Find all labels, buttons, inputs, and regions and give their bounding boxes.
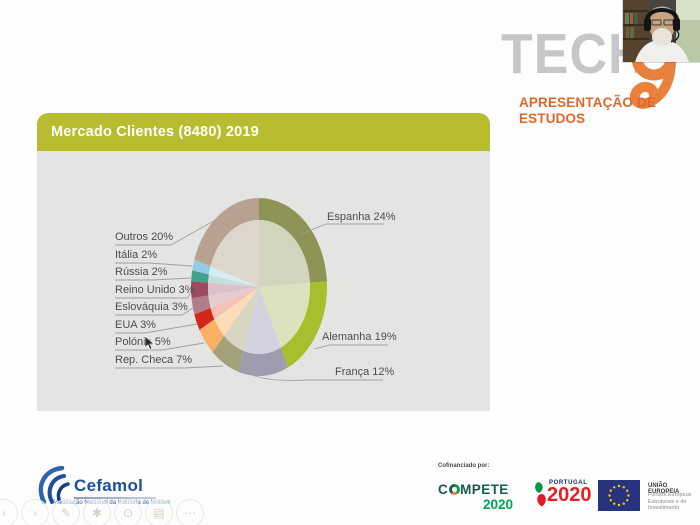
pie-label-russia: Rússia 2% [115,266,168,278]
eu-star [609,499,612,502]
chart-card: Mercado Clientes (8480) 2019 [37,113,490,411]
eu-star [627,494,630,497]
presentation-subtitle: APRESENTAÇÃO DE ESTUDOS [519,94,657,126]
eu-star [626,499,629,502]
eu-union-label: UNIÃO EUROPEIA [648,483,680,495]
webcam-video[interactable] [623,0,700,62]
compete-text-pre: C [438,482,449,497]
cefamol-logo-text: Cefamol [74,476,144,495]
pie-label-eua: EUA 3% [115,319,156,331]
chart-body [37,151,490,411]
more-tools-icon[interactable]: ⋯ [176,499,204,525]
zoom-tool-icon[interactable]: ⊙ [114,499,142,525]
eu-star [608,494,611,497]
portugal-2020-mark-icon [535,482,546,507]
compete-text-post: MPETE [460,482,509,497]
portugal-2020-year: 2020 [547,484,592,506]
eu-star [613,502,616,505]
compete-2020-year: 2020 [483,497,514,512]
chart-title: Mercado Clientes (8480) 2019 [51,124,259,140]
pie-label-outros: Outros 20% [115,231,174,243]
eu-star [622,502,625,505]
eu-star [617,503,621,507]
cefamol-subtitle: Associação Nacional da Indústria de Mold… [52,500,171,506]
pie-label-franca: França 12% [335,366,395,378]
eu-star [613,486,616,489]
presenter-toolbar: ‹ › ✎ ✱ ⊙ ▤ ⋯ [0,499,204,525]
chart-title-bar: Mercado Clientes (8480) 2019 [37,113,490,151]
pie-label-eslovaquia: Eslováquia 3% [115,301,188,313]
eu-star [622,486,625,489]
pie-label-reino-unido: Reino Unido 3% [115,284,195,296]
pie-label-espanha: Espanha 24% [327,211,396,223]
pie-label-rep-checa: Rep. Checa 7% [115,354,193,366]
eu-star [626,489,629,492]
prev-slide-icon[interactable]: ‹ [0,499,18,525]
cofinanced-by-label: Cofinanciado por: [438,463,490,469]
compete-o-swirl-icon [448,484,460,495]
portugal-2020-word: PORTUGAL [549,480,588,486]
draw-pen-icon[interactable]: ✎ [52,499,80,525]
webcam-image [623,0,700,62]
pie-label-italia: Itália 2% [115,249,158,261]
eu-flag-icon [598,480,640,511]
tech9-logo-text: TECH [501,23,647,86]
cefamol-divider [74,497,156,499]
pie-label-alemanha: Alemanha 19% [322,331,397,343]
notes-icon[interactable]: ▤ [145,499,173,525]
eu-funds-line2: Estruturais e de Investimento [648,499,687,511]
compete-2020-logo: C MPETE [438,482,509,497]
highlight-icon[interactable]: ✱ [83,499,111,525]
eu-funds-line1: Fundos Europeus [648,492,692,498]
eu-star [617,484,621,488]
pie-label-polonia: Polónia 5% [115,336,171,348]
eu-star [609,489,612,492]
mouse-cursor [144,336,155,350]
next-slide-icon[interactable]: › [21,499,49,525]
